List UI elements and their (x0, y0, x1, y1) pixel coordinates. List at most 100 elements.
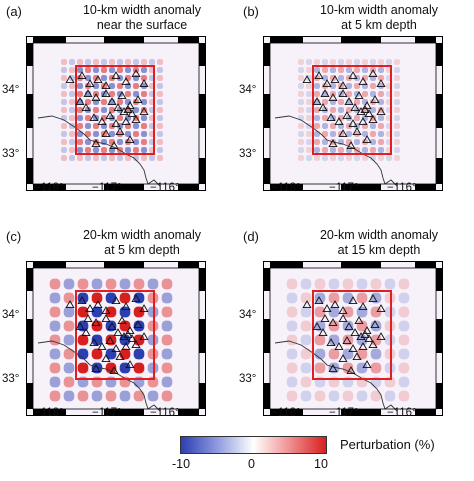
anomaly-cell (369, 154, 377, 162)
anomaly-cell (313, 138, 321, 146)
map-background (26, 36, 206, 191)
anomaly-cell (337, 66, 345, 74)
anomaly-cell (76, 138, 84, 146)
anomaly-cell (337, 146, 345, 154)
station-icon (376, 304, 386, 313)
x-tick: −118° (271, 407, 301, 419)
anomaly-cell (393, 130, 401, 138)
anomaly-cell (84, 66, 92, 74)
anomaly-cell (314, 334, 326, 346)
station-icon (75, 322, 85, 331)
x-tick: −118° (34, 407, 64, 419)
anomaly-cell (91, 334, 103, 346)
station-icon (318, 103, 328, 112)
station-icon (330, 75, 340, 84)
anomaly-cell (140, 114, 148, 122)
colorbar (180, 436, 327, 454)
anomaly-cell (313, 154, 321, 162)
station-icon (133, 320, 143, 329)
anomaly-cell (353, 58, 361, 66)
anomaly-cell (100, 154, 108, 162)
anomaly-cell (68, 114, 76, 122)
anomaly-cell (393, 74, 401, 82)
anomaly-cell (68, 58, 76, 66)
anomaly-cell (300, 376, 312, 388)
anomaly-cell (77, 334, 89, 346)
map-background (263, 261, 443, 416)
anomaly-cell (305, 130, 313, 138)
station-icon (302, 75, 312, 84)
anomaly-cell (49, 292, 61, 304)
anomaly-cell (100, 66, 108, 74)
anomaly-cell (84, 154, 92, 162)
map-frame (263, 261, 443, 416)
anomaly-cell (68, 66, 76, 74)
anomaly-cell (297, 130, 305, 138)
anomaly-cell (286, 306, 298, 318)
station-icon (356, 107, 366, 116)
anomaly-cell (60, 130, 68, 138)
station-icon (101, 81, 111, 90)
anomaly-cell (68, 138, 76, 146)
anomaly-cell (140, 66, 148, 74)
station-icon (107, 97, 117, 106)
station-icon (356, 332, 366, 341)
anomaly-cell (369, 146, 377, 154)
anomaly-cell (297, 98, 305, 106)
anomaly-cell (345, 154, 353, 162)
anomaly-cell (161, 306, 173, 318)
station-icon (338, 306, 348, 315)
anomaly-cell (361, 146, 369, 154)
anomaly-cell (63, 292, 75, 304)
anomaly-cell (116, 138, 124, 146)
anomaly-cell (398, 362, 410, 374)
y-tick: 33° (2, 148, 20, 160)
colorbar-tick: 0 (248, 457, 255, 471)
anomaly-cell (313, 114, 321, 122)
anomaly-cell (140, 154, 148, 162)
station-icon (113, 103, 123, 112)
anomaly-cell (345, 58, 353, 66)
anomaly-cell (156, 58, 164, 66)
station-icon (354, 316, 364, 325)
station-icon (346, 366, 356, 375)
anomaly-cell (361, 130, 369, 138)
anomaly-cell (132, 58, 140, 66)
anomaly-cell (337, 122, 345, 130)
anomaly-cell (398, 334, 410, 346)
station-icon (127, 109, 137, 118)
station-icon (105, 111, 115, 120)
anomaly-cell (321, 58, 329, 66)
target-region-box (75, 290, 155, 380)
anomaly-cell (297, 122, 305, 130)
x-tick: −117° (92, 407, 122, 419)
station-icon (113, 328, 123, 337)
anomaly-cell (313, 66, 321, 74)
station-icon (358, 342, 368, 351)
anomaly-cell (369, 98, 377, 106)
anomaly-cell (60, 90, 68, 98)
anomaly-cell (300, 362, 312, 374)
anomaly-cell (393, 90, 401, 98)
anomaly-cell (337, 74, 345, 82)
station-icon (101, 314, 111, 323)
station-icon (117, 91, 127, 100)
anomaly-cell (140, 122, 148, 130)
anomaly-cell (140, 58, 148, 66)
y-tick: 33° (239, 148, 257, 160)
anomaly-cell (314, 306, 326, 318)
anomaly-cell (377, 98, 385, 106)
panel-title-line1: 10-km width anomaly (319, 3, 439, 17)
station-icon (109, 141, 119, 150)
anomaly-cell (328, 334, 340, 346)
station-icon (352, 127, 362, 136)
anomaly-cell (124, 146, 132, 154)
anomaly-cell (305, 138, 313, 146)
anomaly-cell (286, 362, 298, 374)
anomaly-cell (305, 98, 313, 106)
anomaly-cell (321, 114, 329, 122)
station-icon (111, 119, 121, 128)
anomaly-cell (147, 278, 159, 290)
anomaly-cell (92, 98, 100, 106)
y-tick: 34° (239, 84, 257, 96)
